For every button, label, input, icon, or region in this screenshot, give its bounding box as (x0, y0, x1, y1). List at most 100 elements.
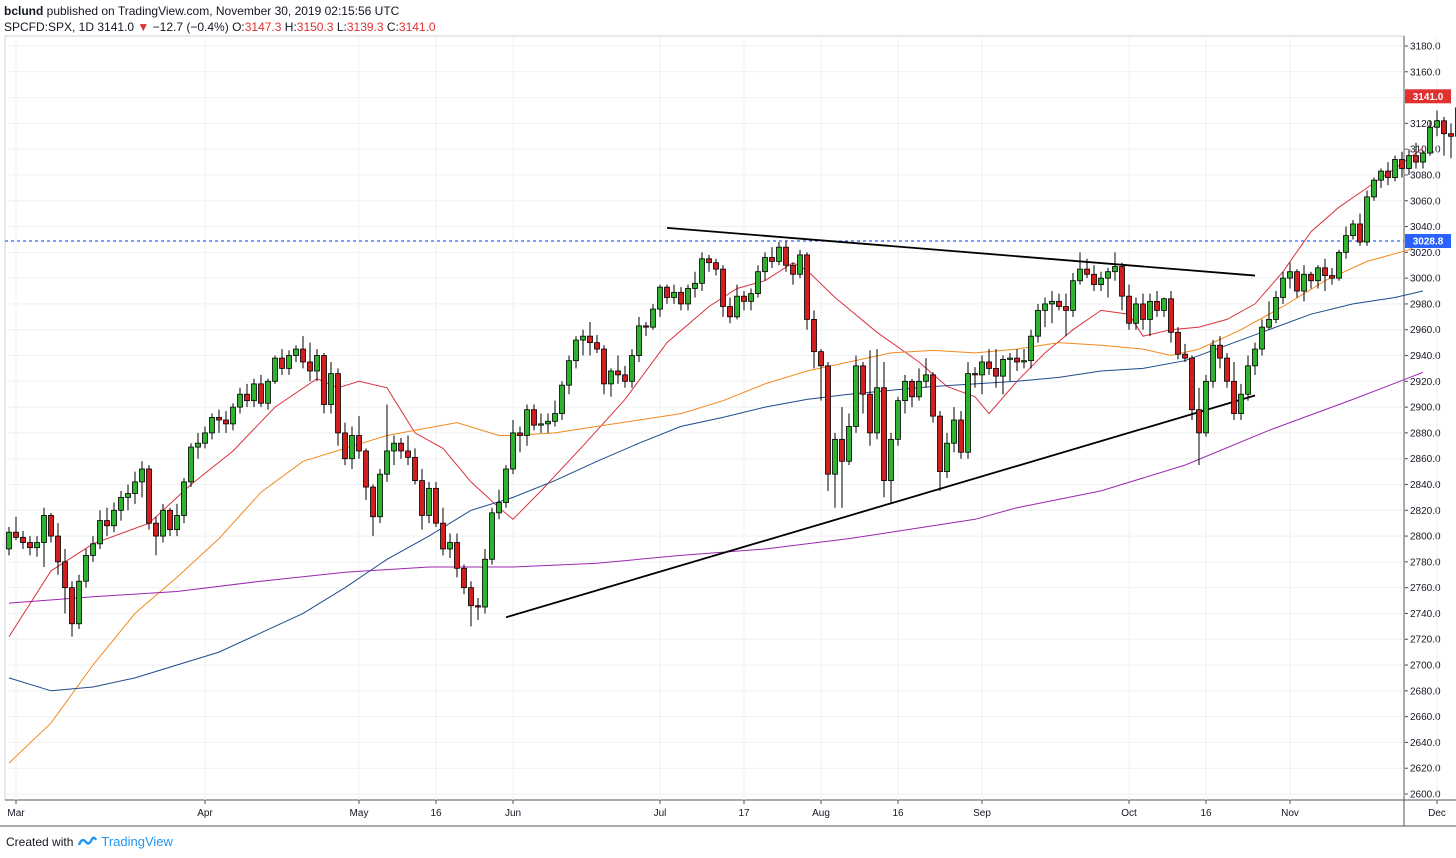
candle (1042, 303, 1048, 311)
candle (1259, 326, 1265, 350)
candle (384, 450, 390, 475)
candle (258, 383, 264, 404)
candle (1371, 179, 1377, 198)
x-tick-label: 17 (738, 808, 750, 819)
candle (1280, 277, 1286, 298)
y-tick-label: 3180.0 (1410, 42, 1441, 53)
created-with-text: Created with (6, 834, 74, 849)
candle (1007, 357, 1013, 360)
candle (6, 531, 12, 550)
candle (783, 246, 789, 266)
candle (650, 308, 656, 328)
candle (1238, 393, 1244, 414)
moving-average-line (8, 290, 1424, 692)
candle (769, 257, 775, 262)
candle (433, 487, 439, 524)
candle (559, 384, 565, 414)
candle (706, 258, 712, 264)
candle (412, 456, 418, 482)
x-tick-label: 16 (430, 808, 442, 819)
candle (1434, 120, 1440, 128)
x-tick-label: Jun (505, 808, 521, 819)
candle (552, 413, 558, 422)
candle (1049, 300, 1055, 305)
candle (419, 480, 425, 516)
candle (1189, 357, 1195, 411)
candle (1217, 344, 1223, 359)
candle (398, 442, 404, 452)
y-tick-label: 2800.0 (1410, 532, 1441, 543)
y-tick-label: 2860.0 (1410, 454, 1441, 465)
candle (1203, 380, 1209, 434)
candle (27, 542, 33, 549)
candle (923, 374, 929, 382)
candle (1000, 358, 1006, 377)
candle (979, 361, 985, 376)
candle (1385, 170, 1391, 178)
candle (594, 342, 600, 350)
candle (1077, 268, 1083, 282)
down-arrow-icon: ▼ (137, 20, 150, 34)
candle (1119, 266, 1125, 297)
y-tick-label: 2760.0 (1410, 583, 1441, 594)
y-tick-label: 2880.0 (1410, 428, 1441, 439)
x-tick-label: Apr (197, 808, 213, 819)
candle (1315, 267, 1321, 282)
candle (342, 432, 348, 460)
candle (104, 520, 110, 527)
close-label: C: (386, 20, 399, 34)
candle (1357, 223, 1363, 243)
candle (118, 496, 124, 511)
candle (1070, 280, 1076, 311)
open-value: 3147.3 (244, 20, 282, 34)
candle (1133, 303, 1139, 324)
candle (524, 409, 530, 436)
candle (1245, 365, 1251, 395)
candle (1420, 152, 1426, 163)
candle (76, 580, 82, 625)
candle (860, 365, 866, 395)
y-tick-label: 2960.0 (1410, 325, 1441, 336)
candle (1364, 196, 1370, 243)
moving-average-line (8, 371, 1424, 604)
candle (174, 515, 180, 531)
candle (902, 380, 908, 402)
candle (272, 357, 278, 382)
candle (1294, 271, 1300, 292)
symbol-label: SPCFD:SPX, 1D (4, 20, 95, 34)
candle (209, 417, 215, 434)
candle (629, 355, 635, 382)
candle (1378, 170, 1384, 181)
candle (20, 536, 26, 543)
y-tick-label: 2940.0 (1410, 351, 1441, 362)
y-tick-label: 3080.0 (1410, 170, 1441, 181)
candle (622, 374, 628, 382)
candle (265, 380, 271, 404)
candle (153, 522, 159, 537)
price-chart[interactable]: 3180.03160.03140.03120.03100.03080.03060… (0, 0, 1456, 830)
candle (1182, 353, 1188, 359)
candle (853, 365, 859, 427)
candle (230, 406, 236, 425)
candle (1392, 159, 1398, 178)
ohlc-line: SPCFD:SPX, 1D 3141.0 ▼ −12.7 (−0.4%) O:3… (4, 19, 436, 35)
candle (1224, 357, 1230, 382)
candle (356, 435, 362, 452)
x-tick-label: Oct (1121, 808, 1137, 819)
price-change: −12.7 (−0.4%) (152, 20, 229, 34)
candle (741, 295, 747, 302)
candle (202, 432, 208, 444)
candle (566, 360, 572, 386)
candle (146, 468, 152, 524)
candle (1350, 223, 1356, 236)
candle (699, 258, 705, 284)
candle (748, 293, 754, 302)
publisher-name[interactable]: bclund (4, 4, 44, 18)
candle (132, 481, 138, 494)
y-tick-label: 2680.0 (1410, 686, 1441, 697)
y-tick-label: 3120.0 (1410, 119, 1441, 130)
candle (1399, 159, 1405, 169)
tradingview-brand[interactable]: TradingView (101, 834, 173, 849)
candle (489, 512, 495, 560)
candle (531, 409, 537, 426)
